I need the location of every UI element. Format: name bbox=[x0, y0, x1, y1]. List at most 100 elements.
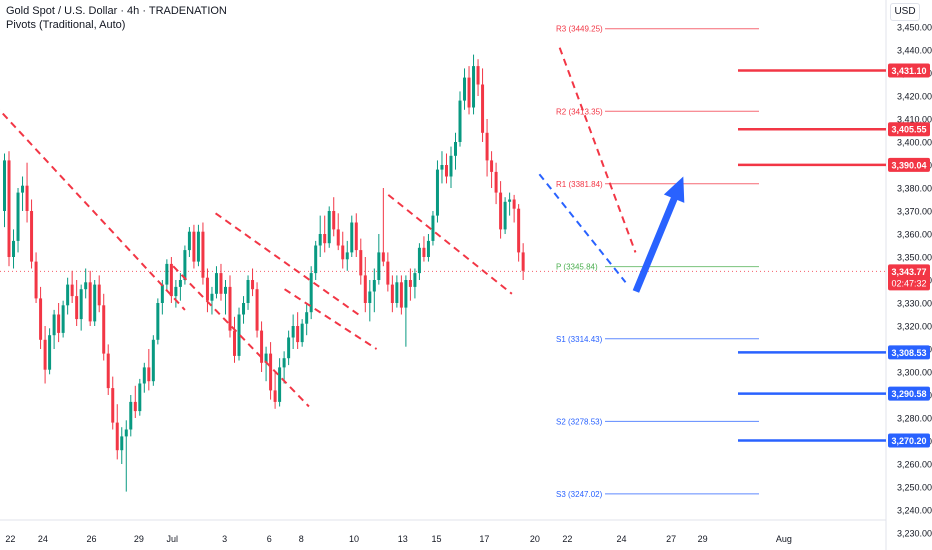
candle-body bbox=[70, 284, 74, 297]
candle-body bbox=[287, 337, 291, 359]
x-tick-label: 6 bbox=[267, 534, 272, 544]
candle-body bbox=[485, 132, 489, 161]
candle-body bbox=[192, 231, 196, 262]
candle-body bbox=[372, 280, 376, 292]
candle-body bbox=[296, 326, 300, 343]
candle-body bbox=[237, 314, 241, 356]
key-level-label: 3,405.55 bbox=[891, 125, 926, 135]
x-tick-label: Jul bbox=[167, 534, 179, 544]
candle-body bbox=[21, 185, 25, 193]
candle-body bbox=[463, 77, 467, 101]
candle-body bbox=[444, 165, 448, 177]
candle-body bbox=[120, 436, 124, 451]
y-tick-label: 3,380.00 bbox=[897, 184, 932, 194]
key-level-tag bbox=[888, 122, 930, 137]
trendline bbox=[387, 194, 513, 295]
candle-body bbox=[160, 284, 164, 303]
y-tick-label: 3,330.00 bbox=[897, 299, 932, 309]
indicator-title[interactable]: Pivots (Traditional, Auto) bbox=[6, 19, 126, 31]
candle-body bbox=[368, 291, 372, 303]
y-tick-label: 3,230.00 bbox=[897, 529, 932, 539]
x-tick-label: 24 bbox=[616, 534, 626, 544]
candle-body bbox=[435, 169, 439, 216]
candle-body bbox=[467, 77, 471, 108]
candle-body bbox=[52, 314, 56, 336]
y-tick-label: 3,370.00 bbox=[897, 207, 932, 217]
candle-body bbox=[454, 142, 457, 156]
candle-body bbox=[422, 247, 426, 257]
candle-body bbox=[187, 231, 191, 251]
y-tick-label: 3,410.00 bbox=[897, 115, 932, 125]
key-level-tag bbox=[888, 157, 930, 172]
key-level-label: 3,431.10 bbox=[891, 66, 926, 76]
candle-body bbox=[350, 222, 354, 253]
x-tick-label: 8 bbox=[299, 534, 304, 544]
x-tick-label: 24 bbox=[38, 534, 48, 544]
candle-body bbox=[93, 284, 97, 322]
currency-button[interactable]: USD bbox=[890, 3, 920, 21]
trendline bbox=[0, 109, 186, 311]
trendline bbox=[214, 212, 363, 318]
candle-body bbox=[517, 208, 521, 253]
y-tick-label: 3,350.00 bbox=[897, 253, 932, 263]
candle-body bbox=[12, 240, 16, 257]
candle-body bbox=[323, 234, 327, 244]
candle-body bbox=[408, 280, 412, 287]
candle-body bbox=[260, 330, 264, 363]
pivot-label: S3 (3247.02) bbox=[556, 490, 603, 499]
candle-body bbox=[214, 273, 218, 294]
candle-body bbox=[246, 280, 250, 303]
candle-body bbox=[417, 247, 421, 274]
y-tick-label: 3,450.00 bbox=[897, 23, 932, 33]
candle-body bbox=[133, 401, 137, 412]
candle-body bbox=[512, 199, 516, 209]
candle-body bbox=[386, 261, 390, 285]
chart-header: Gold Spot / U.S. Dollar · 4h · TRADENATI… bbox=[6, 4, 227, 32]
candle-body bbox=[431, 215, 435, 241]
candle-body bbox=[440, 165, 444, 170]
y-tick-label: 3,240.00 bbox=[897, 506, 932, 516]
candle-body bbox=[327, 211, 331, 244]
candle-body bbox=[228, 286, 232, 331]
countdown-label: 02:47:32 bbox=[891, 278, 926, 288]
x-tick-label: 15 bbox=[432, 534, 442, 544]
x-tick-label: 22 bbox=[562, 534, 572, 544]
candle-body bbox=[264, 353, 268, 363]
candle-body bbox=[34, 261, 38, 299]
candle-body bbox=[102, 305, 106, 354]
y-tick-label: 3,440.00 bbox=[897, 46, 932, 56]
bullish-arrow bbox=[632, 176, 685, 293]
x-tick-label: 3 bbox=[222, 534, 227, 544]
pivot-label: P (3345.84) bbox=[556, 263, 598, 272]
candle-body bbox=[449, 155, 453, 177]
candle-body bbox=[481, 84, 485, 133]
candle-body bbox=[115, 422, 119, 451]
candle-body bbox=[3, 160, 6, 211]
y-tick-label: 3,250.00 bbox=[897, 483, 932, 493]
y-tick-label: 3,300.00 bbox=[897, 368, 932, 378]
candle-body bbox=[503, 201, 507, 230]
x-tick-label: 26 bbox=[87, 534, 97, 544]
pivot-label: R3 (3449.25) bbox=[556, 25, 603, 34]
candle-body bbox=[39, 298, 43, 340]
candle-body bbox=[57, 314, 61, 333]
candle-body bbox=[377, 252, 381, 280]
candle-body bbox=[196, 231, 200, 262]
symbol-title[interactable]: Gold Spot / U.S. Dollar · 4h · TRADENATI… bbox=[6, 5, 227, 17]
candle-body bbox=[381, 252, 385, 262]
candle-body bbox=[242, 303, 246, 315]
candle-body bbox=[282, 358, 286, 368]
x-tick-label: 29 bbox=[698, 534, 708, 544]
candle-body bbox=[458, 100, 462, 142]
candle-body bbox=[223, 286, 227, 294]
last-price-label: 3,343.77 bbox=[891, 267, 926, 277]
candle-body bbox=[7, 160, 11, 257]
candle-body bbox=[314, 245, 318, 274]
candle-body bbox=[61, 305, 65, 333]
candle-body bbox=[156, 303, 160, 340]
key-level-tag bbox=[888, 345, 930, 360]
key-level-tag bbox=[888, 386, 930, 401]
candle-body bbox=[413, 273, 417, 287]
candle-body bbox=[142, 367, 146, 384]
